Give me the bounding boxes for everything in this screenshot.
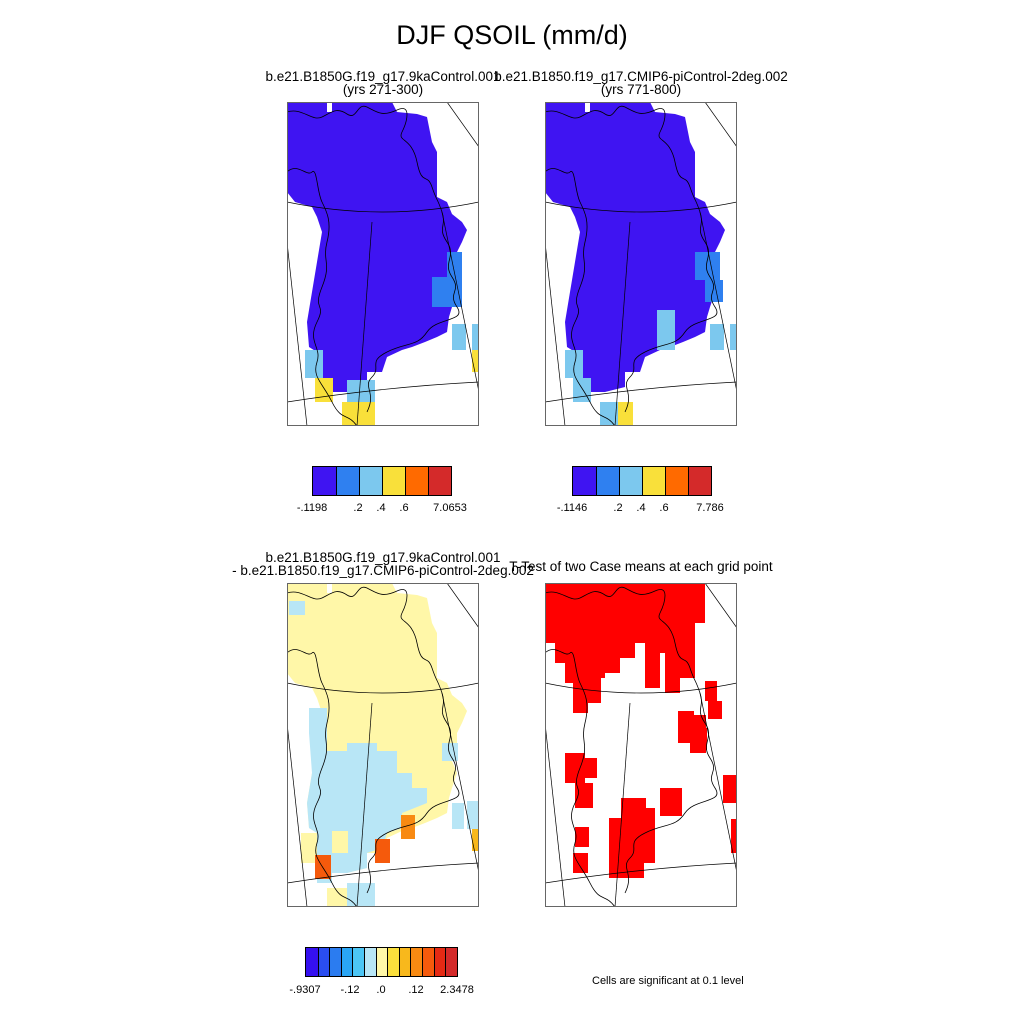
diff-colorbar-swatch [410,948,422,976]
case1-colorbar-label: -.1198 [296,502,328,514]
diff-colorbar-label: 2.3478 [440,984,474,996]
case2-colorbar-swatch [573,467,596,495]
diff-colorbar-swatch [375,948,388,976]
diff-colorbar [305,947,458,977]
diff-colorbar-swatch [340,948,353,976]
diff-colorbar-swatch [387,948,399,976]
case2-colorbar-swatch [688,467,711,495]
diff-title: b.e21.B1850G.f19_g17.9kaControl.001 - b.… [232,550,534,578]
case1-title-line2: (yrs 271-300) [342,82,424,97]
case2-colorbar-label: .4 [636,502,646,514]
case2-colorbar-swatch [619,467,642,495]
diff-colorbar-swatch [421,948,434,976]
case2-colorbar-label: .6 [659,502,669,514]
case1-colorbar-label: .2 [353,502,363,514]
case2-colorbar-label: -.1146 [556,502,588,514]
case1-title-line1: b.e21.B1850G.f19_g17.9kaControl.001 [265,69,501,84]
diff-colorbar-swatch [433,948,446,976]
case1-coastline [287,105,460,426]
diff-graticule [287,583,479,907]
diff-colorbar-swatch [329,948,341,976]
diff-colorbar-swatch [398,948,411,976]
case2-colorbar-swatch [596,467,619,495]
diff-map [287,583,479,907]
figure-title: DJF QSOIL (mm/d) [396,20,628,50]
case2-colorbar-swatch [642,467,665,495]
diff-title-line2: - b.e21.B1850.f19_g17.CMIP6-piControl-2d… [232,563,534,578]
case2-title-line2: (yrs 771-800) [600,82,682,97]
ttest-graticule [545,583,737,907]
diff-title-line1: b.e21.B1850G.f19_g17.9kaControl.001 [265,550,501,565]
diff-colorbar-swatch [352,948,364,976]
diff-coastline [287,586,460,907]
diff-colorbar-label: .12 [408,984,424,996]
case1-colorbar-label: .4 [376,502,386,514]
case1-field [287,102,479,426]
case1-colorbar-swatch [382,467,405,495]
case1-colorbar-swatch [405,467,428,495]
case2-field [545,102,737,426]
case1-graticule [287,102,479,426]
diff-colorbar-swatch [317,948,330,976]
case2-colorbar [572,466,712,496]
diff-field [287,583,479,907]
significance-note: Cells are significant at 0.1 level [592,975,744,987]
ttest-title: T-Test of two Case means at each grid po… [509,559,773,574]
ttest-map [545,583,737,907]
diff-colorbar-label: -.9307 [289,984,321,996]
case2-title: b.e21.B1850.f19_g17.CMIP6-piControl-2deg… [494,69,788,97]
case1-colorbar-label: .6 [399,502,409,514]
case1-map [287,102,479,426]
diff-colorbar-label: -.12 [340,984,360,996]
case1-colorbar-swatch [336,467,359,495]
case1-colorbar-label: 7.0653 [433,502,467,514]
case2-colorbar-swatch [665,467,688,495]
diff-colorbar-swatch [445,948,457,976]
diff-colorbar-swatch [306,948,318,976]
diff-colorbar-label: .0 [376,984,386,996]
case1-colorbar-swatch [428,467,451,495]
ttest-coastline [545,586,718,907]
case2-coastline [545,105,718,426]
case1-colorbar [312,466,452,496]
case1-colorbar-swatch [359,467,382,495]
case2-graticule [545,102,737,426]
case1-title: b.e21.B1850G.f19_g17.9kaControl.001 (yrs… [265,69,501,97]
case2-colorbar-label: 7.786 [696,502,724,514]
case2-title-line1: b.e21.B1850.f19_g17.CMIP6-piControl-2deg… [494,69,788,84]
case2-colorbar-label: .2 [613,502,623,514]
case1-colorbar-swatch [313,467,336,495]
diff-colorbar-swatch [363,948,376,976]
case2-map [545,102,737,426]
